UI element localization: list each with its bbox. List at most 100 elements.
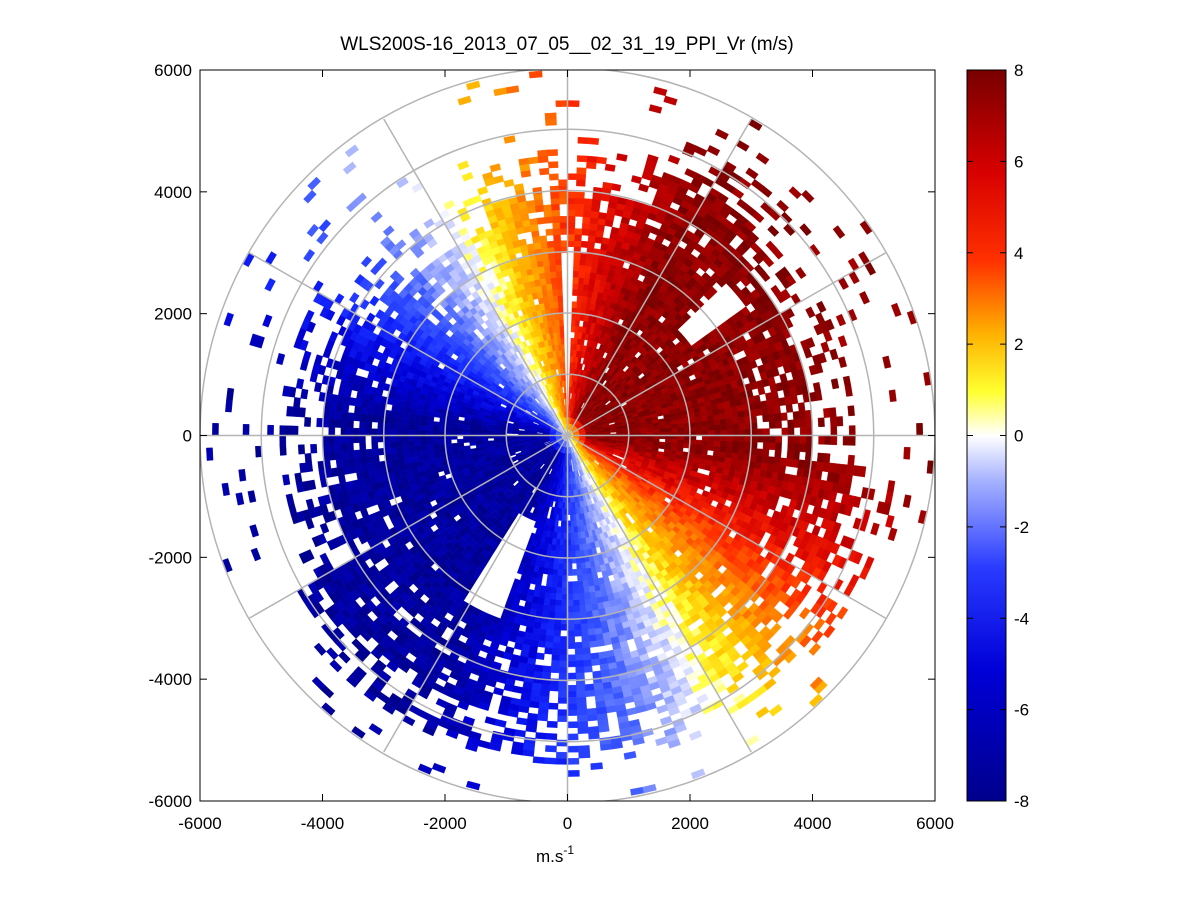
colorbar-tick-label: 2 xyxy=(1014,335,1023,354)
velocity-cells xyxy=(617,502,625,510)
velocity-cells xyxy=(549,395,554,403)
velocity-cells xyxy=(672,691,685,702)
velocity-cells xyxy=(433,387,442,395)
velocity-cells xyxy=(534,361,541,369)
velocity-cells xyxy=(453,348,579,753)
velocity-cells xyxy=(423,218,435,229)
velocity-cells xyxy=(534,259,732,579)
velocity-cells xyxy=(388,364,543,728)
velocity-cells xyxy=(575,660,584,668)
colorbar-tick-label: -6 xyxy=(1014,701,1029,720)
velocity-cells xyxy=(597,212,698,478)
velocity-cells xyxy=(663,668,675,679)
colorbar: 8 6 4 2 0 -2 -4 -6 -8 xyxy=(966,61,1029,811)
velocity-cells xyxy=(583,226,842,534)
velocity-cells xyxy=(341,360,542,523)
velocity-cells xyxy=(667,591,678,602)
colorbar-tick-label: 4 xyxy=(1014,244,1023,263)
polar-spoke xyxy=(566,118,752,436)
velocity-cells xyxy=(525,287,670,537)
colorbar-tick-label: 6 xyxy=(1014,152,1023,171)
y-tick-label: -6000 xyxy=(149,792,192,811)
velocity-cells xyxy=(721,504,731,514)
velocity-cells xyxy=(554,191,807,582)
velocity-cells xyxy=(360,336,370,347)
colorbar-tick-label: -4 xyxy=(1014,609,1029,628)
velocity-cells xyxy=(352,323,534,603)
velocity-cells xyxy=(543,302,773,627)
x-tick-label: -2000 xyxy=(423,814,466,833)
velocity-cells xyxy=(344,388,353,398)
polar-spoke xyxy=(248,252,568,437)
x-axis-label: m.s-1 xyxy=(536,843,574,866)
velocity-cells xyxy=(609,275,806,469)
velocity-cells xyxy=(645,591,655,601)
velocity-cells xyxy=(502,337,510,345)
y-tick-label: -2000 xyxy=(149,548,192,567)
velocity-cells xyxy=(608,204,634,247)
velocity-cells xyxy=(521,403,529,409)
x-tick-label: 4000 xyxy=(794,814,832,833)
polar-spoke xyxy=(248,434,568,619)
velocity-cells xyxy=(639,684,681,749)
velocity-cells xyxy=(622,555,630,564)
velocity-cells xyxy=(576,562,602,629)
y-tick-label: 4000 xyxy=(154,183,192,202)
velocity-cells xyxy=(555,270,771,601)
velocity-cells xyxy=(519,301,527,310)
y-tick-label: -4000 xyxy=(149,670,192,689)
velocity-cells xyxy=(591,603,599,611)
velocity-cells xyxy=(306,223,320,237)
velocity-cells xyxy=(486,234,497,244)
velocity-cells xyxy=(642,243,713,468)
velocity-cells xyxy=(704,709,718,721)
velocity-cells xyxy=(365,339,547,718)
velocity-cells xyxy=(700,627,712,638)
velocity-cells xyxy=(575,550,581,558)
velocity-cells xyxy=(546,351,679,554)
x-axis-label-base: m.s xyxy=(536,847,563,866)
velocity-cells xyxy=(732,692,746,705)
velocity-cells xyxy=(544,216,770,612)
velocity-cells xyxy=(472,254,482,264)
velocity-cells xyxy=(420,388,428,396)
velocity-cells xyxy=(629,458,809,551)
velocity-cells xyxy=(333,293,568,619)
velocity-cells xyxy=(497,355,505,364)
y-tick-label: 0 xyxy=(183,427,192,446)
polar-spoke xyxy=(567,434,887,619)
chart-title: WLS200S-16_2013_07_05__02_31_19_PPI_Vr (… xyxy=(340,34,794,55)
velocity-cells xyxy=(690,682,703,694)
velocity-cells xyxy=(398,288,427,315)
velocity-cells xyxy=(497,277,506,286)
x-tick-label: -6000 xyxy=(178,814,221,833)
velocity-cells xyxy=(731,576,756,589)
x-tick-label: 0 xyxy=(563,814,572,833)
velocity-cells xyxy=(527,325,534,333)
velocity-cells xyxy=(519,699,531,708)
velocity-cells xyxy=(599,564,607,572)
polar-spoke xyxy=(567,252,887,437)
velocity-cells xyxy=(374,335,544,709)
y-axis: 6000 4000 2000 0 -2000 -4000 -6000 xyxy=(149,61,935,811)
y-tick-label: 6000 xyxy=(154,61,192,80)
colorbar-ticks: 8 6 4 2 0 -2 -4 -6 -8 xyxy=(967,61,1029,811)
velocity-cells xyxy=(485,198,770,719)
velocity-cells xyxy=(512,368,519,376)
colorbar-tick-label: 8 xyxy=(1014,61,1023,80)
y-tick-label: 2000 xyxy=(154,305,192,324)
velocity-cells xyxy=(707,492,716,501)
velocity-cells xyxy=(407,296,418,307)
velocity-cells xyxy=(576,295,583,303)
x-tick-label: 2000 xyxy=(671,814,709,833)
velocity-cells xyxy=(694,515,703,525)
velocity-cells xyxy=(533,342,540,350)
x-axis-label-exponent: -1 xyxy=(563,843,574,857)
velocity-cells xyxy=(299,413,534,674)
velocity-cells xyxy=(460,232,472,243)
velocity-cells xyxy=(606,568,614,577)
velocity-cells xyxy=(602,505,609,513)
velocity-cells xyxy=(487,215,498,224)
velocity-cells xyxy=(577,726,589,735)
